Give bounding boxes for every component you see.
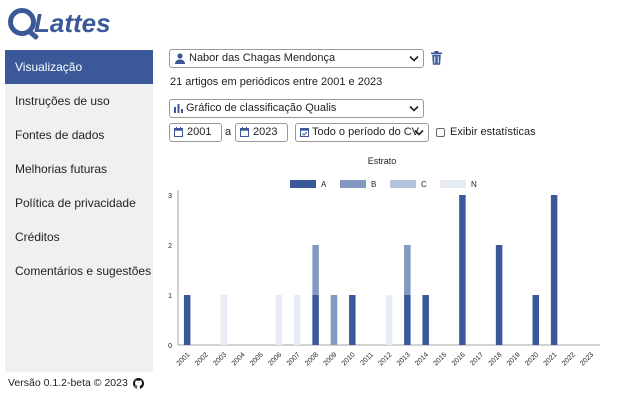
bar-A-2013 (404, 295, 411, 345)
x-tick-label: 2023 (579, 351, 595, 367)
bar-B-2008 (312, 245, 319, 295)
calendar-icon (240, 127, 249, 137)
legend-swatch-C (390, 180, 416, 188)
period-select[interactable]: Todo o período do CV (295, 123, 429, 142)
version-text: Versão 0.1.2-beta © 2023 (8, 377, 128, 389)
sidebar-item-melhorias[interactable]: Melhorias futuras (15, 162, 108, 176)
legend-label-A: A (321, 180, 327, 189)
x-tick-label: 2001 (176, 351, 192, 367)
x-tick-label: 2004 (231, 351, 247, 367)
calendar-check-icon (300, 128, 309, 137)
bar-A-2018 (495, 245, 503, 345)
x-tick-label: 2005 (249, 351, 265, 367)
x-tick-label: 2020 (524, 351, 540, 367)
sidebar-item-creditos[interactable]: Créditos (15, 230, 60, 244)
bar-B-2009 (330, 295, 338, 345)
period-value: Todo o período do CV (312, 126, 420, 138)
year-from-input[interactable]: 2001 (169, 123, 222, 142)
x-tick-label: 2011 (359, 351, 375, 367)
stats-checkbox[interactable] (436, 128, 445, 137)
bar-N-2012 (385, 295, 393, 345)
researcher-select[interactable]: Nabor das Chagas Mendonça (169, 49, 424, 68)
legend-label-B: B (371, 180, 376, 189)
footer: Versão 0.1.2-beta © 2023 (8, 377, 144, 389)
chart-type-value: Gráfico de classificação Qualis (186, 102, 337, 114)
x-tick-label: 2018 (488, 351, 504, 367)
github-icon[interactable] (132, 377, 144, 389)
person-icon (175, 53, 185, 64)
x-tick-label: 2016 (451, 351, 467, 367)
bar-N-2007 (294, 295, 301, 345)
bar-N-2003 (220, 295, 228, 345)
x-tick-label: 2010 (341, 351, 357, 367)
sidebar-item-fontes[interactable]: Fontes de dados (15, 128, 105, 142)
bar-B-2013 (404, 245, 411, 295)
bar-chart-icon (174, 104, 183, 113)
x-tick-label: 2021 (543, 351, 559, 367)
legend-swatch-B (340, 180, 366, 188)
sidebar: Visualização Instruções de uso Fontes de… (5, 50, 153, 372)
x-tick-label: 2015 (432, 351, 448, 367)
chart-type-select[interactable]: Gráfico de classificação Qualis (169, 99, 424, 118)
x-tick-label: 2022 (561, 351, 577, 367)
bar-N-2006 (275, 295, 283, 345)
x-tick-label: 2002 (194, 351, 210, 367)
chart-title: Estrato (368, 156, 397, 166)
legend-label-C: C (421, 180, 427, 189)
logo-text: Lattes (34, 8, 111, 38)
year-range-separator: a (225, 126, 232, 138)
x-tick-label: 2014 (414, 351, 430, 367)
y-tick-label: 3 (168, 193, 172, 200)
year-to-input[interactable]: 2023 (235, 123, 288, 142)
trash-icon[interactable] (431, 51, 442, 65)
y-tick-label: 2 (168, 243, 172, 250)
bar-A-2020 (532, 295, 540, 345)
x-tick-label: 2009 (322, 351, 338, 367)
chevron-down-icon (409, 105, 419, 112)
year-to-value: 2023 (253, 126, 278, 138)
bar-A-2014 (422, 295, 429, 345)
x-tick-label: 2003 (212, 351, 228, 367)
chevron-down-icon (409, 55, 419, 62)
bar-A-2001 (183, 295, 191, 345)
sidebar-item-privacidade[interactable]: Política de privacidade (15, 196, 136, 210)
bar-A-2008 (312, 295, 319, 345)
x-tick-label: 2012 (377, 351, 393, 367)
lattes-logo: Lattes (8, 8, 138, 40)
x-tick-label: 2013 (396, 351, 412, 367)
researcher-select-value: Nabor das Chagas Mendonça (189, 52, 336, 64)
x-tick-label: 2008 (304, 351, 320, 367)
sidebar-item-visualizacao[interactable]: Visualização (5, 50, 153, 84)
y-tick-label: 0 (168, 343, 172, 350)
bar-A-2016 (459, 195, 466, 345)
summary-text: 21 artigos em periódicos entre 2001 e 20… (170, 76, 383, 88)
bar-A-2021 (550, 195, 558, 345)
chevron-down-icon (414, 129, 424, 136)
sidebar-item-instrucoes[interactable]: Instruções de uso (15, 94, 110, 108)
x-tick-label: 2019 (506, 351, 522, 367)
year-from-value: 2001 (187, 126, 212, 138)
calendar-icon (174, 127, 183, 137)
sidebar-item-comentarios[interactable]: Comentários e sugestões (15, 264, 152, 278)
x-tick-label: 2017 (469, 351, 485, 367)
legend-swatch-A (290, 180, 316, 188)
logo-q-mark (8, 8, 36, 36)
legend-swatch-N (440, 180, 466, 188)
legend-label-N: N (471, 180, 477, 189)
stats-checkbox-label: Exibir estatísticas (450, 126, 536, 138)
x-tick-label: 2006 (267, 351, 283, 367)
y-tick-label: 1 (168, 293, 172, 300)
bar-A-2010 (349, 295, 356, 345)
x-tick-label: 2007 (286, 351, 302, 367)
